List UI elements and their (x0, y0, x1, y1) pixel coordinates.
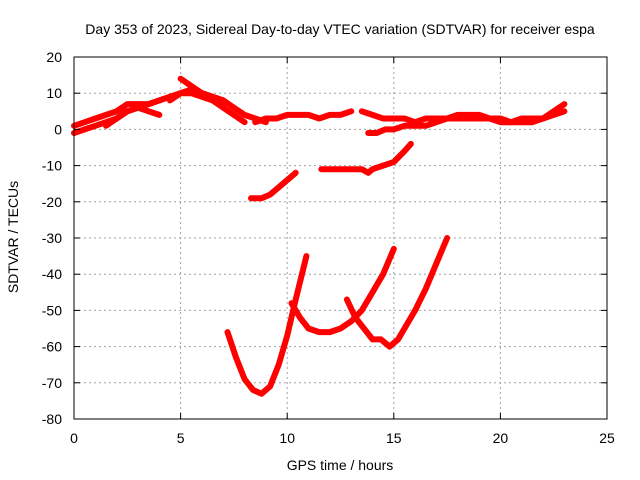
y-tick-label: -60 (42, 339, 62, 355)
y-tick-label: 0 (54, 121, 62, 137)
x-tick-label: 10 (279, 430, 295, 446)
y-axis-label: SDTVAR / TECUs (5, 181, 21, 293)
series-arc-k (224, 253, 310, 397)
series-arc-i (248, 169, 299, 202)
series-arc-j (318, 140, 414, 176)
x-tick-label: 20 (493, 430, 509, 446)
x-tick-label: 15 (386, 430, 402, 446)
x-tick-label: 5 (177, 430, 185, 446)
series-arc-h (365, 101, 568, 136)
y-tick-label: -50 (42, 302, 62, 318)
y-tick-label: -40 (42, 266, 62, 282)
y-tick-label: -20 (42, 194, 62, 210)
y-tick-label: -70 (42, 375, 62, 391)
y-tick-label: -80 (42, 411, 62, 427)
series-arc-f (252, 108, 355, 126)
series-arc-m (343, 235, 451, 350)
y-tick-label: 10 (46, 85, 62, 101)
series-arc-e (177, 75, 227, 104)
axes: 0 5 10 15 20 25 -80 -70 -60 -50 -40 -30 -20 -10 0 10 20 (42, 49, 615, 446)
chart-title: Day 353 of 2023, Sidereal Day-to-day VTE… (85, 21, 595, 37)
y-tick-label: -30 (42, 230, 62, 246)
x-axis-label: GPS time / hours (287, 457, 394, 473)
y-tick-label: -10 (42, 158, 62, 174)
x-tick-label: 0 (70, 430, 78, 446)
series-group (71, 75, 568, 397)
x-tick-label: 25 (599, 430, 615, 446)
y-tick-label: 20 (46, 49, 62, 65)
series-arc-g (358, 108, 568, 126)
plot-frame (73, 56, 608, 420)
series-arc-l (288, 245, 397, 336)
